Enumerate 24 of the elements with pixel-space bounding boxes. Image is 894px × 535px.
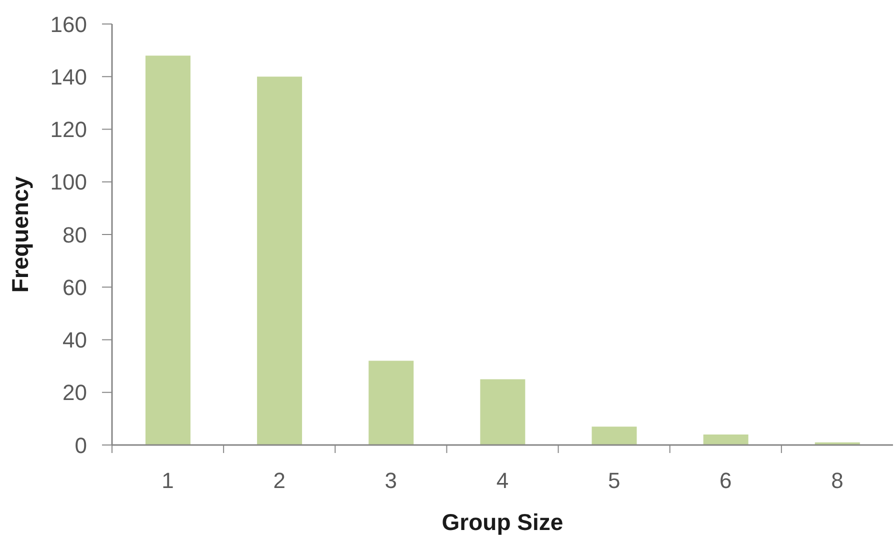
x-tick-label: 3 — [384, 468, 398, 492]
y-tick-label: 20 — [62, 380, 87, 406]
y-tick-label: 160 — [50, 12, 87, 37]
bar — [703, 434, 748, 445]
y-tick-label: 140 — [50, 64, 87, 90]
bar — [592, 426, 637, 445]
x-tick-label: 4 — [496, 468, 509, 492]
y-axis-title: Frequency — [7, 176, 33, 293]
y-tick-label: 100 — [50, 170, 87, 195]
y-tick-label: 120 — [50, 117, 87, 142]
bar — [480, 379, 526, 445]
y-tick-label: 60 — [62, 274, 87, 300]
x-tick-label: 8 — [831, 468, 844, 492]
x-tick-label: 5 — [608, 468, 620, 492]
bar — [145, 56, 190, 445]
bar — [368, 360, 414, 445]
x-tick-label: 1 — [162, 468, 174, 492]
bar — [257, 76, 302, 445]
y-tick-label: 0 — [74, 432, 87, 458]
x-tick-label: 2 — [273, 468, 286, 492]
x-axis-title: Group Size — [442, 509, 564, 535]
x-tick-label: 6 — [720, 468, 732, 492]
y-tick-label: 40 — [62, 328, 87, 353]
y-tick-label: 80 — [62, 222, 87, 248]
